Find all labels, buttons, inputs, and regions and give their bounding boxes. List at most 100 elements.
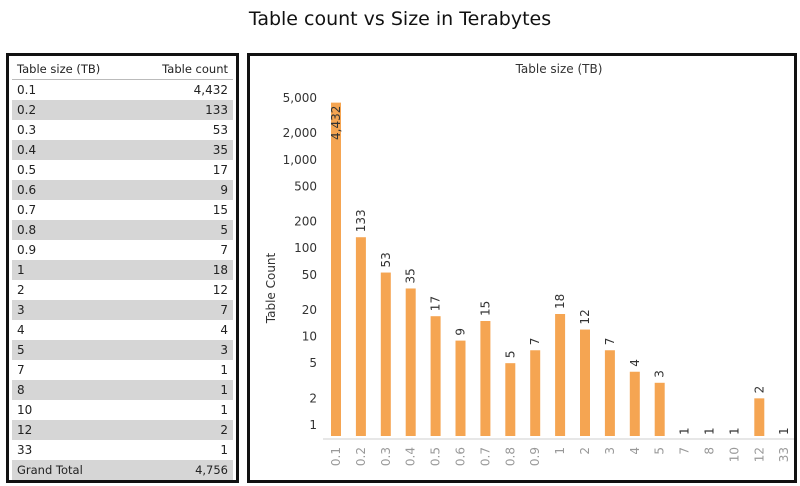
x-tick-label: 10	[727, 447, 741, 462]
bar	[331, 102, 341, 436]
cell-table-count: 17	[212, 163, 228, 177]
grand-total-row: Grand Total 4,756	[12, 460, 233, 480]
cell-table-count: 1	[220, 363, 228, 377]
table-row: 0.8 5	[12, 220, 233, 240]
value-label: 9	[454, 328, 468, 336]
bar	[604, 350, 615, 436]
table-body: 0.1 4,432 0.2 133 0.3 53 0.4 35 0.5 17 0.6 9 0.7 15 0.…	[12, 80, 233, 480]
y-tick-label: 10	[302, 330, 317, 344]
value-label: 17	[429, 296, 443, 311]
cell-table-count: 53	[212, 123, 228, 137]
summary-table: Table size (TB) Table count 0.1 4,432 0.2 1…	[12, 59, 233, 480]
value-label: 53	[379, 252, 393, 267]
cell-table-count: 2	[122, 420, 233, 440]
x-tick-label: 0.7	[478, 447, 492, 466]
value-label: 3	[653, 370, 667, 378]
x-tick-label: 0.5	[429, 447, 443, 466]
x-tick-label: 7	[678, 447, 692, 455]
x-tick-label: 0.4	[404, 447, 418, 466]
cell-table-size: 7	[17, 363, 25, 377]
value-label: 1	[703, 427, 717, 435]
cell-table-count: 1	[220, 403, 228, 417]
x-tick-label: 5	[653, 447, 667, 455]
y-tick-label: 500	[294, 179, 317, 193]
cell-table-size: 10	[17, 403, 33, 417]
value-label: 4,432	[329, 106, 343, 140]
value-label: 7	[528, 338, 542, 346]
x-tick-label: 0.8	[503, 447, 517, 466]
value-label: 1	[727, 427, 741, 435]
cell-table-count: 3	[122, 340, 233, 360]
cell-table-count: 9	[122, 180, 233, 200]
cell-table-size: 12	[12, 420, 123, 440]
y-tick-label: 1	[309, 418, 317, 432]
y-tick-label: 5	[309, 356, 317, 370]
summary-table-panel: Table size (TB) Table count 0.1 4,432 0.2 1…	[6, 53, 239, 483]
x-tick-label: 0.3	[379, 447, 393, 466]
y-tick-label: 2	[309, 391, 317, 405]
cell-table-count: 5	[122, 220, 233, 240]
cell-table-size: 33	[17, 443, 33, 457]
bar	[380, 272, 391, 436]
table-row: 12 2	[12, 420, 233, 440]
cell-table-count: 18	[122, 260, 233, 280]
value-label: 1	[777, 427, 791, 435]
value-label: 35	[404, 268, 418, 283]
cell-table-size: 1	[12, 260, 123, 280]
x-tick-label: 3	[603, 447, 617, 455]
bar	[580, 329, 590, 436]
cell-table-count: 1	[122, 380, 233, 400]
cell-table-size: 4	[17, 323, 25, 337]
cell-table-count: 4	[220, 323, 228, 337]
column-header-count: Table count	[122, 59, 233, 80]
bar	[754, 398, 765, 436]
column-header-size: Table size (TB)	[12, 59, 123, 80]
y-tick-label: 1,000	[283, 153, 317, 167]
x-tick-label: 2	[578, 447, 592, 455]
table-row: 0.7 15	[12, 200, 233, 220]
x-tick-label: 0.2	[354, 447, 368, 466]
bar	[455, 340, 466, 436]
y-tick-label: 5,000	[283, 91, 317, 105]
table-row: 2 12	[12, 280, 233, 300]
bar	[430, 316, 441, 436]
cell-table-size: 0.2	[12, 100, 123, 120]
y-tick-label: 100	[294, 241, 317, 255]
x-tick-label: 4	[628, 447, 642, 455]
cell-table-count: 4,432	[193, 83, 228, 97]
table-row: 0.2 133	[12, 100, 233, 120]
table-row: 0.1 4,432	[12, 80, 233, 101]
y-tick-label: 20	[302, 303, 317, 317]
x-tick-label: 0.9	[528, 447, 542, 466]
cell-table-size: 0.3	[17, 123, 37, 137]
value-label: 7	[603, 338, 617, 346]
y-tick-label: 2,000	[283, 126, 317, 140]
value-label: 4	[628, 359, 642, 367]
bars-group	[331, 102, 765, 436]
cell-table-size: 3	[12, 300, 123, 320]
x-tick-label: 0.6	[454, 447, 468, 466]
value-label: 12	[578, 309, 592, 324]
x-tick-label: 12	[752, 447, 766, 462]
x-axis-labels: 0.1 0.2 0.3 0.4 0.5 0.6 0.7 0.8 0.9 1 2 3 4 5 7 8 10 12 33	[329, 447, 791, 466]
value-label: 15	[478, 301, 492, 316]
bar-chart: Table size (TB) Table Count 125102050100…	[264, 62, 794, 466]
table-row: 0.4 35	[12, 140, 233, 160]
cell-table-size: 0.8	[12, 220, 123, 240]
cell-table-count: 7	[122, 300, 233, 320]
value-label: 18	[553, 294, 567, 309]
cell-table-size: 8	[12, 380, 123, 400]
x-tick-label: 1	[553, 447, 567, 455]
cell-table-count: 133	[122, 100, 233, 120]
y-tick-label: 200	[294, 215, 317, 229]
table-row: 1 18	[12, 260, 233, 280]
table-row: 0.3 53	[12, 120, 233, 140]
cell-table-count: 35	[122, 140, 233, 160]
value-label: 5	[503, 351, 517, 359]
table-row: 0.6 9	[12, 180, 233, 200]
cell-table-size: 0.5	[17, 163, 37, 177]
x-tick-label: 0.1	[329, 447, 343, 466]
grand-total-label: Grand Total	[12, 460, 123, 480]
